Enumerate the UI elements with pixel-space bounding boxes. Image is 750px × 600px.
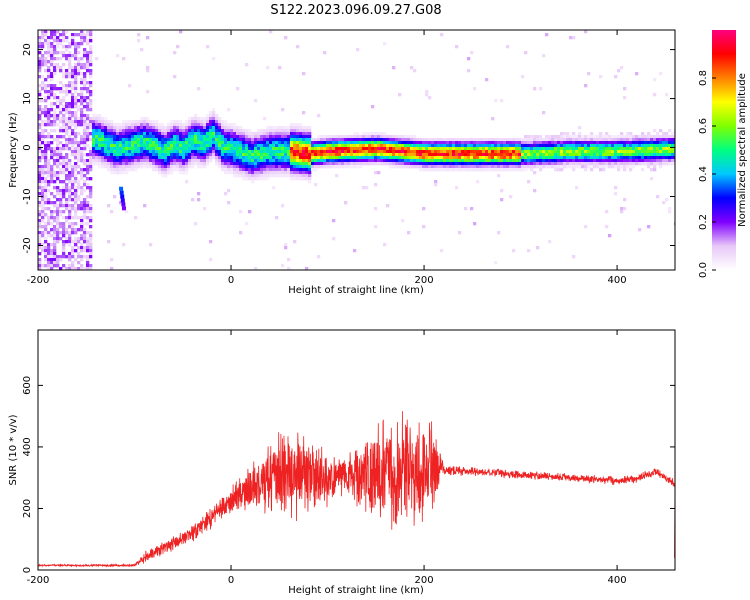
x-tick-label: 200 <box>415 575 434 586</box>
x-tick-label: 400 <box>608 275 627 286</box>
heatmap-cells <box>38 30 675 270</box>
colorbar-gradient <box>712 30 736 270</box>
colorbar: 0.0 0.2 0.4 0.6 0.8 Normalized spectral ampl… <box>698 30 748 278</box>
x-tick-label: 0 <box>228 575 234 586</box>
colorbar-ticks: 0.0 0.2 0.4 0.6 0.8 <box>698 70 716 278</box>
colorbar-tick-label: 0.8 <box>698 70 709 86</box>
snr-series-line <box>38 411 675 568</box>
y-tick-label: 0 <box>22 567 33 573</box>
y-tick-label: 200 <box>22 499 33 518</box>
colorbar-tick-label: 0.0 <box>698 262 709 278</box>
y-tick-label: 10 <box>22 92 33 105</box>
top-y-axis-label: Frequency (Hz) <box>8 112 19 188</box>
colorbar-tick-label: 0.6 <box>698 118 709 134</box>
x-tick-label: -200 <box>27 575 50 586</box>
y-tick-label: 20 <box>22 43 33 56</box>
y-tick-label: -10 <box>22 188 33 204</box>
bottom-y-axis: 0 200 400 600 <box>22 376 675 573</box>
top-x-axis-label: Height of straight line (km) <box>288 285 424 296</box>
bottom-y-axis-label: SNR (10 * v/v) <box>8 414 19 485</box>
x-tick-label: 200 <box>415 275 434 286</box>
chart-title: S122.2023.096.09.27.G08 <box>270 3 441 18</box>
x-tick-label: 400 <box>608 575 627 586</box>
snr-frame <box>37 329 676 571</box>
y-tick-label: 600 <box>22 376 33 395</box>
snr-panel: -200 0 200 400 0 200 400 600 Height of straigh… <box>8 329 676 596</box>
x-tick-label: -200 <box>27 275 50 286</box>
spectrogram-panel: -200 0 200 400 -20 -10 0 10 20 Height of straig… <box>8 29 676 296</box>
y-tick-label: 0 <box>22 144 33 150</box>
colorbar-label: Normalized spectral amplitude <box>737 73 748 227</box>
x-tick-label: 0 <box>228 275 234 286</box>
top-y-axis: -20 -10 0 10 20 <box>22 43 675 254</box>
y-tick-label: 400 <box>22 437 33 456</box>
bottom-x-axis-label: Height of straight line (km) <box>288 585 424 596</box>
bottom-x-axis: -200 0 200 400 <box>27 330 627 586</box>
top-x-axis: -200 0 200 400 <box>27 30 627 286</box>
colorbar-tick-label: 0.2 <box>698 214 709 230</box>
colorbar-tick-label: 0.4 <box>698 166 709 182</box>
y-tick-label: -20 <box>22 237 33 253</box>
spectrogram-frame <box>37 29 676 271</box>
